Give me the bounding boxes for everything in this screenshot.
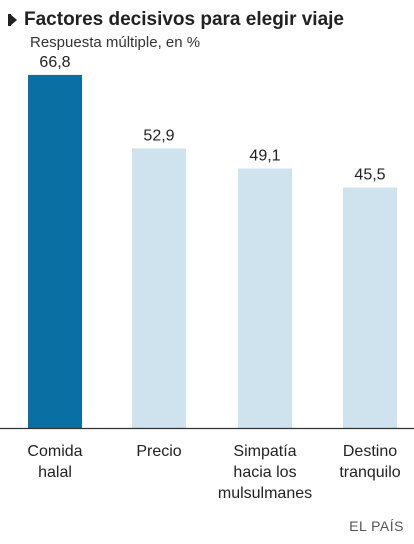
category-label-1-line-2: halal: [38, 464, 72, 481]
category-label-3-line-3: mulsulmanes: [218, 485, 312, 502]
value-label-3: 49,1: [249, 147, 280, 164]
chart-title: Factores decisivos para elegir viaje: [24, 9, 345, 30]
category-label-1-line-1: Comida: [27, 443, 82, 460]
bar-3: [238, 168, 292, 428]
category-label-3-line-2: hacia los: [233, 464, 296, 481]
category-label-4-line-2: tranquilo: [339, 464, 400, 481]
chart-subtitle: Respuesta múltiple, en %: [30, 34, 201, 51]
source-credit: EL PAÍS: [349, 518, 404, 534]
bar-1: [28, 74, 82, 429]
category-label-2-line-1: Precio: [136, 443, 181, 460]
category-label-3-line-1: Simpatía: [233, 443, 296, 460]
value-label-1: 66,8: [39, 54, 70, 71]
title-marker-icon: [8, 14, 17, 26]
category-label-4-line-1: Destino: [343, 443, 397, 460]
value-label-2: 52,9: [143, 127, 174, 144]
bar-2: [132, 148, 186, 428]
bar-4: [343, 187, 397, 428]
title-row: Factores decisivos para elegir viaje: [8, 8, 410, 32]
value-label-4: 45,5: [354, 167, 385, 184]
chart-header: Factores decisivos para elegir viaje Res…: [8, 8, 410, 51]
